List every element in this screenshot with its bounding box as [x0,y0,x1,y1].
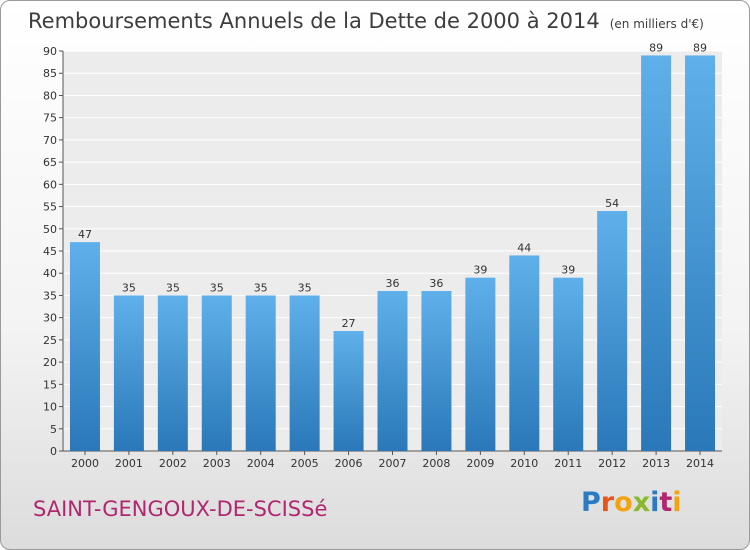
x-tick-label: 2007 [379,457,407,470]
bar [509,255,540,451]
x-tick-label: 2012 [598,457,626,470]
bar-value-label: 44 [517,241,531,254]
y-tick-label: 40 [43,267,57,280]
bar [553,277,584,451]
bar [641,55,672,451]
bar [113,295,144,451]
y-tick-label: 0 [50,445,57,458]
bar-value-label: 35 [298,281,312,294]
x-tick-label: 2013 [642,457,670,470]
y-tick-label: 10 [43,401,57,414]
bar [157,295,188,451]
bar [69,242,100,451]
x-tick-label: 2004 [247,457,275,470]
y-tick-label: 45 [43,245,57,258]
bar-value-label: 35 [166,281,180,294]
bar [245,295,276,451]
bar [201,295,232,451]
y-tick-label: 60 [43,178,57,191]
chart-subtitle: (en milliers d'€) [609,17,704,31]
bar-value-label: 36 [429,277,443,290]
bar-value-label: 39 [473,264,487,277]
y-tick-label: 80 [43,89,57,102]
bar [377,291,408,451]
logo-letter: i [672,487,682,518]
x-tick-label: 2001 [115,457,143,470]
logo-letter: o [614,487,633,518]
commune-name: SAINT-GENGOUX-DE-SCISSé [33,497,328,521]
y-tick-label: 50 [43,223,57,236]
bar [289,295,320,451]
logo-letter: i [650,487,660,518]
y-tick-label: 55 [43,201,57,214]
logo-letter: x [632,487,651,518]
logo-letter: t [659,487,673,518]
bar [465,277,496,451]
logo-letter: P [581,487,601,518]
y-tick-label: 5 [50,423,57,436]
bar [597,211,628,451]
y-tick-label: 85 [43,67,57,80]
y-tick-label: 20 [43,356,57,369]
x-tick-label: 2003 [203,457,231,470]
chart-title-text: Remboursements Annuels de la Dette de 20… [28,9,600,33]
bar-value-label: 35 [210,281,224,294]
bar-value-label: 27 [342,317,356,330]
x-tick-label: 2011 [554,457,582,470]
bar-value-label: 89 [649,41,663,54]
y-tick-label: 25 [43,334,57,347]
bar-value-label: 39 [561,264,575,277]
bar-value-label: 89 [693,41,707,54]
x-tick-label: 2008 [422,457,450,470]
chart-title: Remboursements Annuels de la Dette de 20… [28,9,704,33]
proxiti-logo: Proxiti [581,487,682,518]
y-tick-label: 90 [43,45,57,58]
y-tick-label: 35 [43,289,57,302]
x-tick-label: 2002 [159,457,187,470]
logo-letter: r [600,487,615,518]
bar-value-label: 36 [386,277,400,290]
y-tick-label: 30 [43,312,57,325]
bar-value-label: 35 [122,281,136,294]
bar-value-label: 54 [605,197,619,210]
bar-value-label: 35 [254,281,268,294]
bar [685,55,716,451]
y-tick-label: 65 [43,156,57,169]
x-tick-label: 2010 [510,457,538,470]
x-tick-label: 2014 [686,457,714,470]
x-tick-label: 2005 [291,457,319,470]
x-tick-label: 2000 [71,457,99,470]
x-tick-label: 2009 [466,457,494,470]
y-tick-label: 15 [43,378,57,391]
bar [421,291,452,451]
bar-value-label: 47 [78,228,92,241]
y-tick-label: 75 [43,112,57,125]
y-tick-label: 70 [43,134,57,147]
bar [333,331,364,451]
x-tick-label: 2006 [335,457,363,470]
